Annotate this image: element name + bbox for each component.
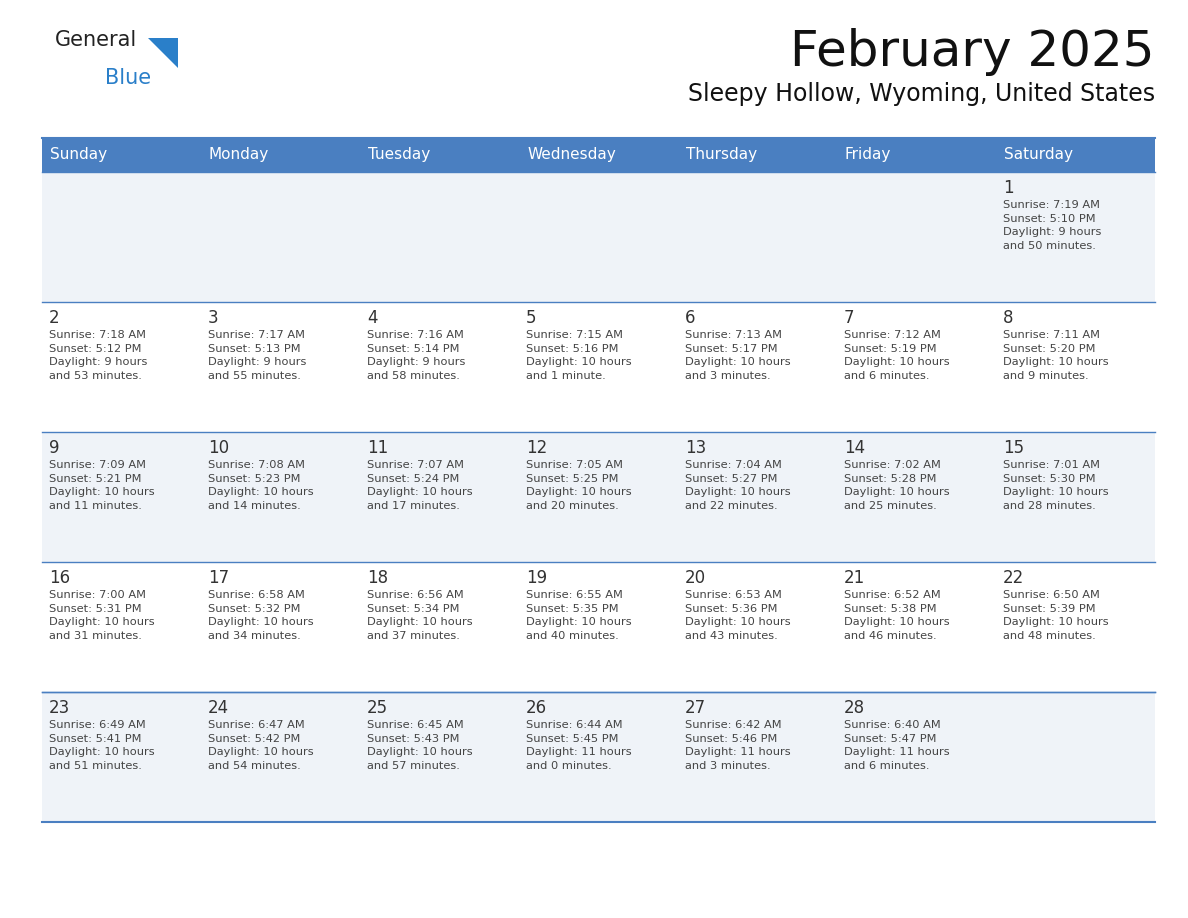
- Text: 11: 11: [367, 439, 388, 457]
- Text: Sunrise: 6:55 AM
Sunset: 5:35 PM
Daylight: 10 hours
and 40 minutes.: Sunrise: 6:55 AM Sunset: 5:35 PM Dayligh…: [526, 590, 632, 641]
- Text: Sunrise: 7:15 AM
Sunset: 5:16 PM
Daylight: 10 hours
and 1 minute.: Sunrise: 7:15 AM Sunset: 5:16 PM Dayligh…: [526, 330, 632, 381]
- Bar: [996, 138, 1155, 172]
- Text: Sunrise: 7:01 AM
Sunset: 5:30 PM
Daylight: 10 hours
and 28 minutes.: Sunrise: 7:01 AM Sunset: 5:30 PM Dayligh…: [1003, 460, 1108, 510]
- Text: Sunrise: 7:02 AM
Sunset: 5:28 PM
Daylight: 10 hours
and 25 minutes.: Sunrise: 7:02 AM Sunset: 5:28 PM Dayligh…: [843, 460, 949, 510]
- Text: Sunrise: 6:44 AM
Sunset: 5:45 PM
Daylight: 11 hours
and 0 minutes.: Sunrise: 6:44 AM Sunset: 5:45 PM Dayligh…: [526, 720, 632, 771]
- Text: Sunrise: 6:42 AM
Sunset: 5:46 PM
Daylight: 11 hours
and 3 minutes.: Sunrise: 6:42 AM Sunset: 5:46 PM Dayligh…: [685, 720, 791, 771]
- Text: Sunrise: 7:18 AM
Sunset: 5:12 PM
Daylight: 9 hours
and 53 minutes.: Sunrise: 7:18 AM Sunset: 5:12 PM Dayligh…: [49, 330, 147, 381]
- Text: 8: 8: [1003, 309, 1013, 327]
- Text: 15: 15: [1003, 439, 1024, 457]
- Bar: [42, 302, 1155, 432]
- Text: Sunrise: 7:07 AM
Sunset: 5:24 PM
Daylight: 10 hours
and 17 minutes.: Sunrise: 7:07 AM Sunset: 5:24 PM Dayligh…: [367, 460, 473, 510]
- Text: Sleepy Hollow, Wyoming, United States: Sleepy Hollow, Wyoming, United States: [688, 82, 1155, 106]
- Text: 26: 26: [526, 699, 548, 717]
- Text: Blue: Blue: [105, 68, 151, 88]
- Text: Sunrise: 6:52 AM
Sunset: 5:38 PM
Daylight: 10 hours
and 46 minutes.: Sunrise: 6:52 AM Sunset: 5:38 PM Dayligh…: [843, 590, 949, 641]
- Polygon shape: [148, 38, 178, 68]
- Text: Sunday: Sunday: [50, 148, 107, 162]
- Text: 3: 3: [208, 309, 219, 327]
- Text: 22: 22: [1003, 569, 1024, 587]
- Text: 9: 9: [49, 439, 59, 457]
- Text: Saturday: Saturday: [1004, 148, 1073, 162]
- Text: Sunrise: 6:58 AM
Sunset: 5:32 PM
Daylight: 10 hours
and 34 minutes.: Sunrise: 6:58 AM Sunset: 5:32 PM Dayligh…: [208, 590, 314, 641]
- Bar: [678, 138, 838, 172]
- Text: 20: 20: [685, 569, 706, 587]
- Text: 7: 7: [843, 309, 854, 327]
- Text: 4: 4: [367, 309, 378, 327]
- Text: 23: 23: [49, 699, 70, 717]
- Text: Sunrise: 7:05 AM
Sunset: 5:25 PM
Daylight: 10 hours
and 20 minutes.: Sunrise: 7:05 AM Sunset: 5:25 PM Dayligh…: [526, 460, 632, 510]
- Text: Sunrise: 6:40 AM
Sunset: 5:47 PM
Daylight: 11 hours
and 6 minutes.: Sunrise: 6:40 AM Sunset: 5:47 PM Dayligh…: [843, 720, 949, 771]
- Text: Sunrise: 7:04 AM
Sunset: 5:27 PM
Daylight: 10 hours
and 22 minutes.: Sunrise: 7:04 AM Sunset: 5:27 PM Dayligh…: [685, 460, 791, 510]
- Bar: [42, 138, 201, 172]
- Text: Sunrise: 7:08 AM
Sunset: 5:23 PM
Daylight: 10 hours
and 14 minutes.: Sunrise: 7:08 AM Sunset: 5:23 PM Dayligh…: [208, 460, 314, 510]
- Text: Friday: Friday: [845, 148, 891, 162]
- Text: 13: 13: [685, 439, 706, 457]
- Text: Sunrise: 6:50 AM
Sunset: 5:39 PM
Daylight: 10 hours
and 48 minutes.: Sunrise: 6:50 AM Sunset: 5:39 PM Dayligh…: [1003, 590, 1108, 641]
- Text: Sunrise: 7:12 AM
Sunset: 5:19 PM
Daylight: 10 hours
and 6 minutes.: Sunrise: 7:12 AM Sunset: 5:19 PM Dayligh…: [843, 330, 949, 381]
- Text: 17: 17: [208, 569, 229, 587]
- Text: Wednesday: Wednesday: [527, 148, 615, 162]
- Bar: [42, 432, 1155, 562]
- Bar: [42, 562, 1155, 692]
- Text: Sunrise: 6:56 AM
Sunset: 5:34 PM
Daylight: 10 hours
and 37 minutes.: Sunrise: 6:56 AM Sunset: 5:34 PM Dayligh…: [367, 590, 473, 641]
- Text: 1: 1: [1003, 179, 1013, 197]
- Text: 25: 25: [367, 699, 388, 717]
- Text: 27: 27: [685, 699, 706, 717]
- Text: Sunrise: 7:11 AM
Sunset: 5:20 PM
Daylight: 10 hours
and 9 minutes.: Sunrise: 7:11 AM Sunset: 5:20 PM Dayligh…: [1003, 330, 1108, 381]
- Text: February 2025: February 2025: [790, 28, 1155, 76]
- Text: 18: 18: [367, 569, 388, 587]
- Text: 16: 16: [49, 569, 70, 587]
- Text: 10: 10: [208, 439, 229, 457]
- Text: Tuesday: Tuesday: [368, 148, 430, 162]
- Text: Sunrise: 6:49 AM
Sunset: 5:41 PM
Daylight: 10 hours
and 51 minutes.: Sunrise: 6:49 AM Sunset: 5:41 PM Dayligh…: [49, 720, 154, 771]
- Text: General: General: [55, 30, 138, 50]
- Text: Sunrise: 7:13 AM
Sunset: 5:17 PM
Daylight: 10 hours
and 3 minutes.: Sunrise: 7:13 AM Sunset: 5:17 PM Dayligh…: [685, 330, 791, 381]
- Bar: [42, 692, 1155, 822]
- Text: Sunrise: 7:00 AM
Sunset: 5:31 PM
Daylight: 10 hours
and 31 minutes.: Sunrise: 7:00 AM Sunset: 5:31 PM Dayligh…: [49, 590, 154, 641]
- Text: 6: 6: [685, 309, 695, 327]
- Text: 2: 2: [49, 309, 59, 327]
- Bar: [42, 172, 1155, 302]
- Bar: [360, 138, 519, 172]
- Text: Sunrise: 6:45 AM
Sunset: 5:43 PM
Daylight: 10 hours
and 57 minutes.: Sunrise: 6:45 AM Sunset: 5:43 PM Dayligh…: [367, 720, 473, 771]
- Text: 28: 28: [843, 699, 865, 717]
- Text: Sunrise: 6:47 AM
Sunset: 5:42 PM
Daylight: 10 hours
and 54 minutes.: Sunrise: 6:47 AM Sunset: 5:42 PM Dayligh…: [208, 720, 314, 771]
- Bar: [201, 138, 360, 172]
- Text: Sunrise: 7:19 AM
Sunset: 5:10 PM
Daylight: 9 hours
and 50 minutes.: Sunrise: 7:19 AM Sunset: 5:10 PM Dayligh…: [1003, 200, 1101, 251]
- Text: 19: 19: [526, 569, 548, 587]
- Text: 12: 12: [526, 439, 548, 457]
- Text: 14: 14: [843, 439, 865, 457]
- Bar: [838, 138, 996, 172]
- Bar: [519, 138, 678, 172]
- Text: Thursday: Thursday: [685, 148, 757, 162]
- Text: Sunrise: 6:53 AM
Sunset: 5:36 PM
Daylight: 10 hours
and 43 minutes.: Sunrise: 6:53 AM Sunset: 5:36 PM Dayligh…: [685, 590, 791, 641]
- Text: Sunrise: 7:17 AM
Sunset: 5:13 PM
Daylight: 9 hours
and 55 minutes.: Sunrise: 7:17 AM Sunset: 5:13 PM Dayligh…: [208, 330, 307, 381]
- Text: 5: 5: [526, 309, 537, 327]
- Text: 24: 24: [208, 699, 229, 717]
- Text: Monday: Monday: [209, 148, 270, 162]
- Text: Sunrise: 7:16 AM
Sunset: 5:14 PM
Daylight: 9 hours
and 58 minutes.: Sunrise: 7:16 AM Sunset: 5:14 PM Dayligh…: [367, 330, 466, 381]
- Text: Sunrise: 7:09 AM
Sunset: 5:21 PM
Daylight: 10 hours
and 11 minutes.: Sunrise: 7:09 AM Sunset: 5:21 PM Dayligh…: [49, 460, 154, 510]
- Text: 21: 21: [843, 569, 865, 587]
